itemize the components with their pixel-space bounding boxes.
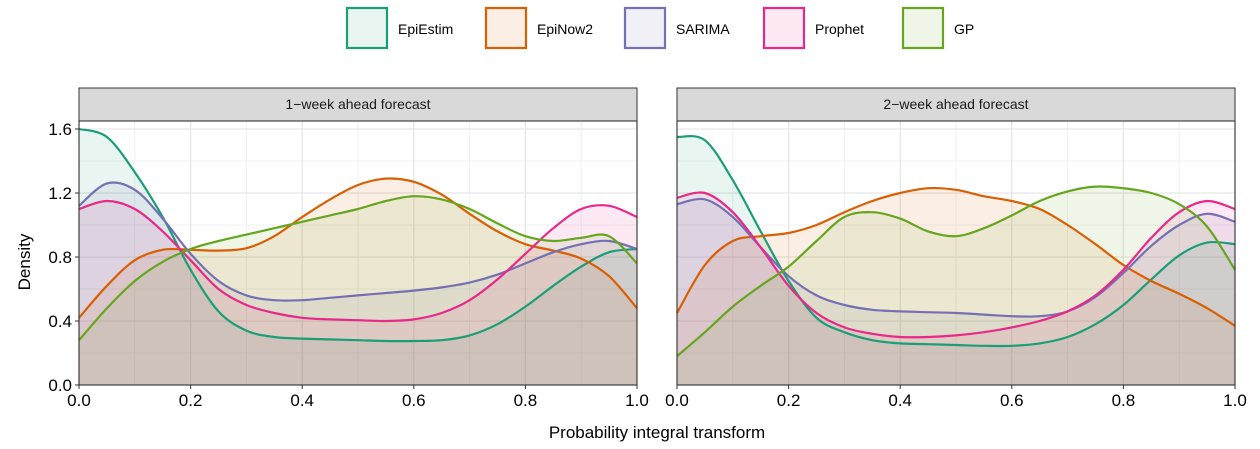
panel-border	[78, 120, 638, 386]
area-epiestim	[79, 129, 637, 385]
x-tick-label: 0.2	[179, 391, 203, 410]
area-epinow2	[79, 178, 637, 385]
legend-item-gp: GP	[901, 6, 974, 50]
area-gp	[79, 196, 637, 385]
y-tick-label: 0.0	[48, 376, 72, 395]
line-gp	[78, 195, 638, 341]
area-prophet	[677, 192, 1235, 385]
y-tick-label: 1.2	[48, 184, 72, 203]
density-lines	[78, 127, 638, 343]
legend-item-sarima: SARIMA	[623, 6, 730, 50]
legend-key-gp	[901, 6, 945, 50]
x-tick-label: 1.0	[1223, 391, 1247, 410]
x-tick-label: 1.0	[625, 391, 649, 410]
legend-label-gp: GP	[954, 21, 974, 37]
facet-strip-title: 2−week ahead forecast	[883, 96, 1028, 112]
legend-label-prophet: Prophet	[815, 21, 864, 37]
legend-key-epiestim	[345, 6, 389, 50]
line-epinow2	[676, 186, 1236, 327]
line-epinow2	[78, 177, 638, 319]
area-sarima	[79, 182, 637, 385]
line-epiestim	[78, 127, 638, 343]
legend-label-epiestim: EpiEstim	[398, 21, 453, 37]
legend-item-prophet: Prophet	[762, 6, 864, 50]
facet-strip	[78, 87, 638, 122]
facet-panel-2-week: 2−week ahead forecast 0.0 0.2 0.4 0.6 0.8 1.0	[665, 87, 1247, 410]
line-prophet	[78, 199, 638, 323]
line-epiestim	[676, 134, 1236, 348]
y-tick-label: 0.8	[48, 248, 72, 267]
x-tick-label: 0.0	[665, 391, 689, 410]
x-tick-label: 0.4	[888, 391, 912, 410]
line-gp	[676, 185, 1236, 358]
x-tick-label: 0.8	[514, 391, 538, 410]
density-areas	[677, 136, 1235, 385]
legend-key-prophet	[762, 6, 806, 50]
legend-label-sarima: SARIMA	[676, 21, 730, 37]
legend-item-epinow2: EpiNow2	[484, 6, 593, 50]
area-prophet	[79, 201, 637, 385]
facet-panel-1-week: 1−week ahead forecast 0.0 0.2 0.4 0.6 0.8 1.0 0…	[48, 87, 649, 410]
area-epiestim	[677, 136, 1235, 385]
area-epinow2	[677, 188, 1235, 385]
x-tick-label: 0.2	[777, 391, 801, 410]
y-axis-label: Density	[15, 233, 34, 290]
y-tick-label: 1.6	[48, 120, 72, 139]
x-tick-label: 0.4	[290, 391, 314, 410]
legend: EpiEstim EpiNow2 SARIMA Prophet GP	[345, 6, 974, 50]
density-lines	[676, 134, 1236, 358]
line-sarima	[676, 197, 1236, 318]
legend-item-epiestim: EpiEstim	[345, 6, 453, 50]
area-gp	[677, 186, 1235, 385]
line-sarima	[78, 181, 638, 302]
facet-strip	[676, 87, 1236, 122]
legend-label-epinow2: EpiNow2	[537, 21, 593, 37]
x-tick-label: 0.6	[402, 391, 426, 410]
panel-border	[676, 120, 1236, 386]
x-axis-label: Probability integral transform	[549, 423, 765, 442]
facet-strip-title: 1−week ahead forecast	[285, 96, 430, 112]
x-tick-label: 0.6	[1000, 391, 1024, 410]
line-prophet	[676, 191, 1236, 339]
area-sarima	[677, 198, 1235, 385]
x-tick-label: 0.0	[67, 391, 91, 410]
x-tick-label: 0.8	[1112, 391, 1136, 410]
density-areas	[79, 129, 637, 385]
legend-key-epinow2	[484, 6, 528, 50]
legend-key-sarima	[623, 6, 667, 50]
y-tick-label: 0.4	[48, 312, 72, 331]
